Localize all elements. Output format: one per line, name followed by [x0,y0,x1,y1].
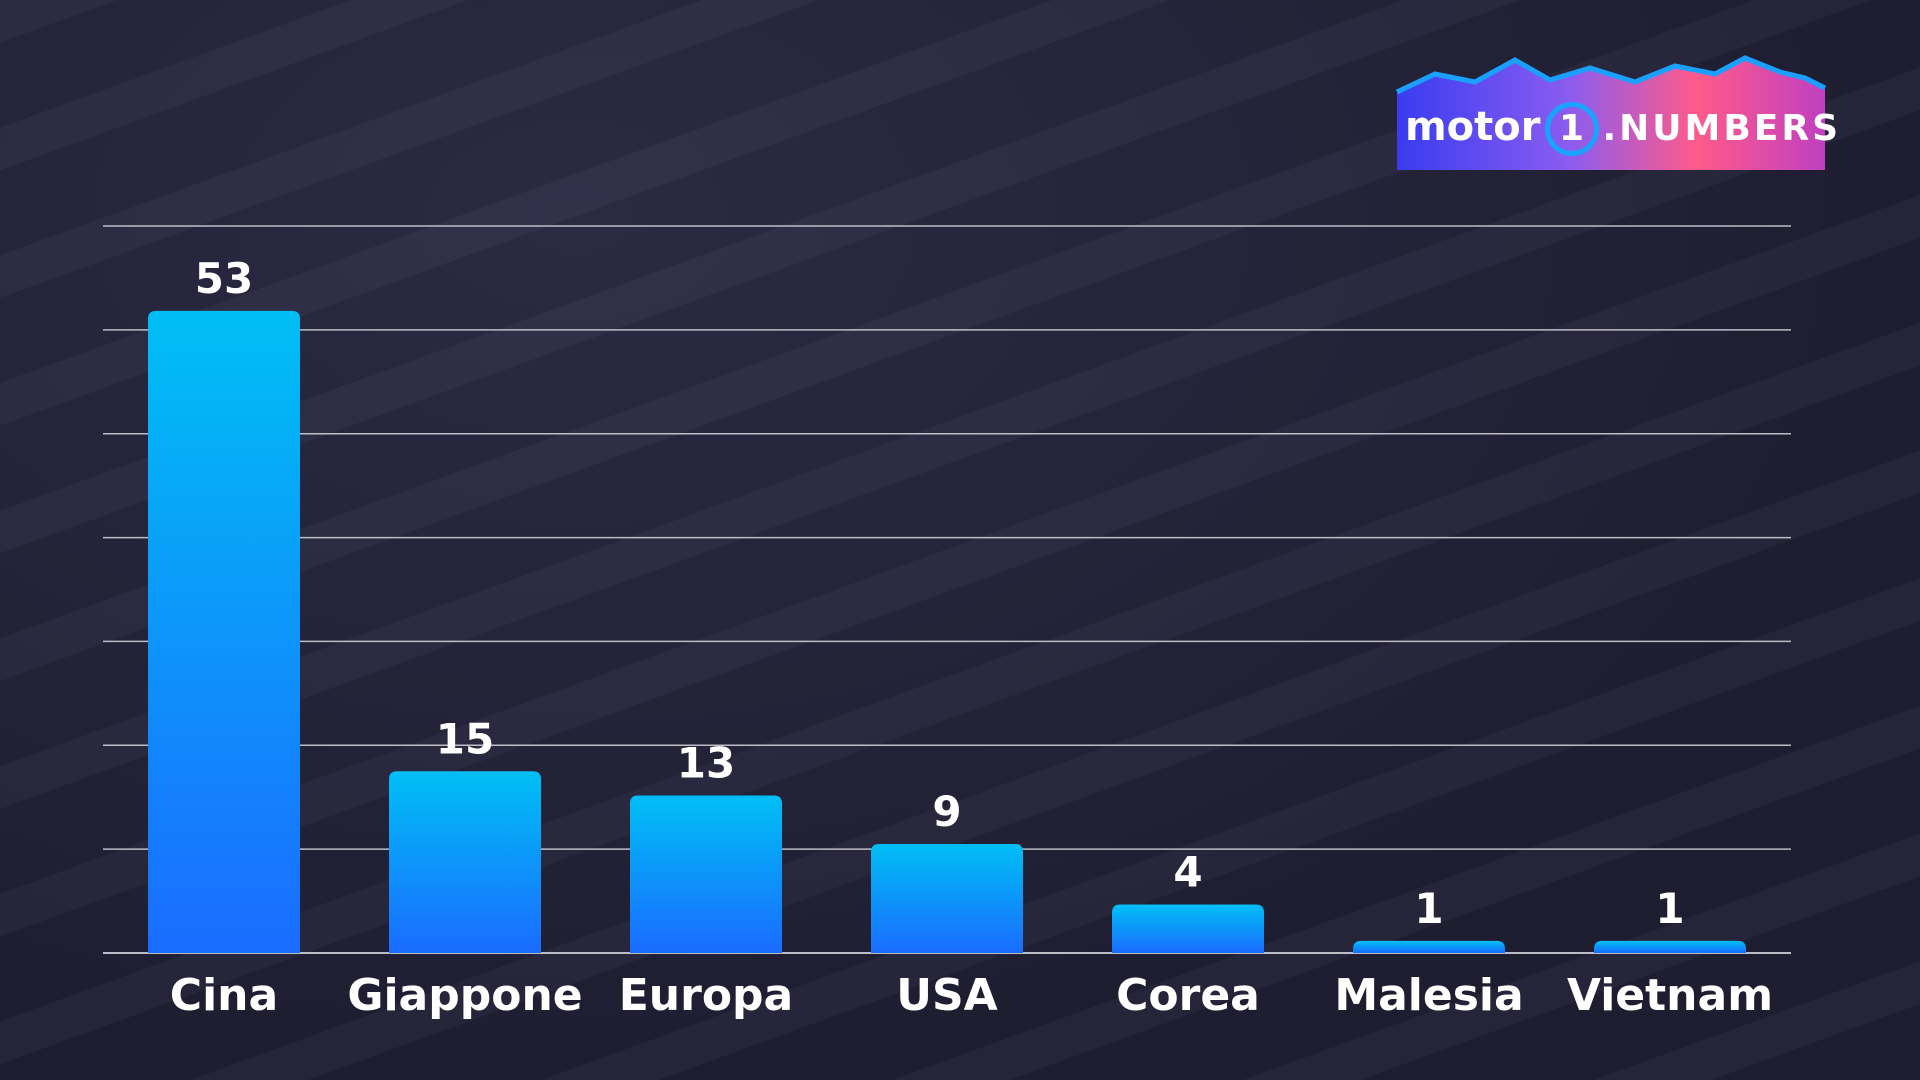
data-label: 9 [932,787,961,836]
bar-giappone [389,771,541,953]
data-label: 13 [677,738,735,787]
x-tick-label: Giappone [347,970,582,1021]
x-tick-label: USA [896,970,997,1021]
x-tick-label: Europa [619,970,794,1021]
logo-mountain-graphic [1395,55,1827,170]
motor1-numbers-logo: motor 1 .NUMBERS [1395,52,1838,170]
x-tick-label: Vietnam [1567,970,1773,1021]
data-label: 53 [195,254,253,303]
bar-europa [630,795,782,953]
data-label: 1 [1655,884,1684,933]
data-label: 4 [1173,848,1202,897]
x-tick-label: Corea [1116,970,1260,1021]
data-label: 1 [1414,884,1443,933]
logo-text: motor 1 .NUMBERS [1405,102,1841,156]
bar-cina [148,310,300,954]
x-tick-label: Cina [170,970,278,1021]
bar-vietnam [1594,940,1746,953]
data-label: 15 [436,714,494,763]
bar-usa [871,843,1023,953]
bar-malesia [1353,940,1505,953]
bar-corea [1112,904,1264,953]
x-tick-label: Malesia [1334,970,1523,1021]
